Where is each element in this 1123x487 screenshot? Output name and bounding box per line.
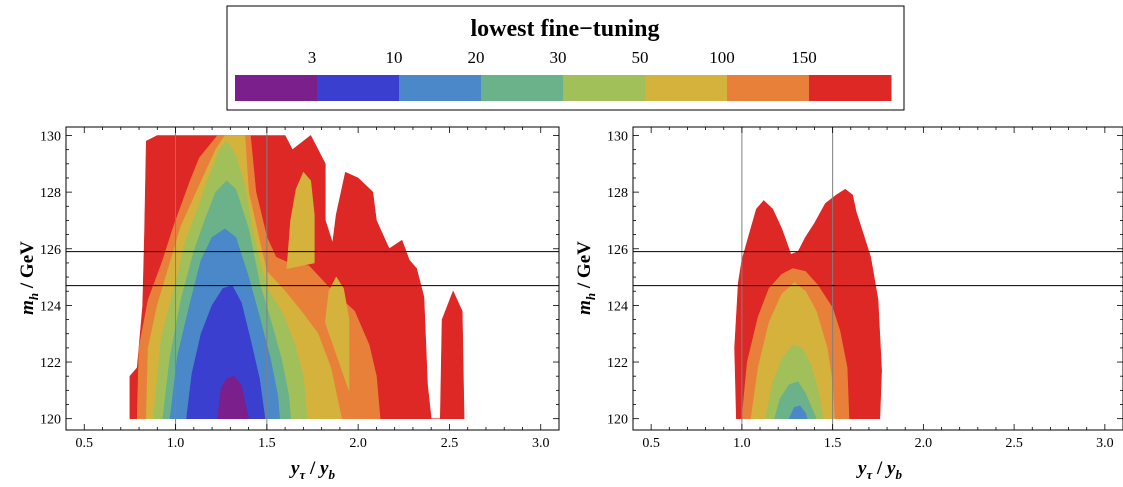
plot-regions-left [129, 135, 465, 420]
finetuning-region-level-0 [217, 375, 249, 420]
legend-swatches [235, 75, 892, 101]
y-tick-label: 124 [607, 299, 628, 314]
x-tick-label: 2.5 [1005, 436, 1023, 451]
legend-swatch-7 [809, 75, 892, 101]
x-tick-label: 3.0 [532, 436, 550, 451]
legend: lowest fine−tuning 3 10 20 30 50 100 150 [226, 5, 905, 111]
legend-threshold-label: 10 [386, 48, 403, 67]
y-tick-label: 128 [607, 186, 628, 201]
ticks-left: 0.5 1.0 1.5 2.0 2.5 3.0 120 122 124 126 128 130 [40, 127, 560, 451]
y-tick-label: 126 [40, 243, 61, 258]
x-tick-label: 1.5 [258, 436, 276, 451]
legend-swatch-3 [481, 75, 564, 101]
x-tick-label: 1.0 [733, 436, 751, 451]
y-tick-label: 130 [607, 129, 628, 144]
legend-swatch-2 [399, 75, 482, 101]
x-tick-label: 2.0 [915, 436, 933, 451]
y-tick-label: 124 [40, 299, 61, 314]
y-tick-label: 120 [40, 413, 61, 428]
legend-labels: 3 10 20 30 50 100 150 [308, 48, 817, 67]
reference-lines-left [66, 127, 559, 430]
legend-swatch-6 [727, 75, 810, 101]
y-tick-label: 120 [607, 413, 628, 428]
x-tick-label: 0.5 [76, 436, 94, 451]
x-tick-label: 2.0 [349, 436, 367, 451]
panel-right: 0.5 1.0 1.5 2.0 2.5 3.0 120 122 124 126 128 130 mh … [574, 126, 1123, 482]
plot-regions-right [734, 189, 882, 420]
y-tick-label: 122 [40, 356, 61, 371]
legend-swatch-4 [563, 75, 646, 101]
legend-threshold-label: 3 [308, 48, 317, 67]
legend-threshold-label: 100 [709, 48, 735, 67]
x-axis-label-right: yτ / yb [856, 458, 902, 482]
legend-threshold-label: 50 [632, 48, 649, 67]
y-axis-label-right: mh / GeV [574, 241, 598, 315]
y-tick-label: 128 [40, 186, 61, 201]
legend-threshold-label: 150 [791, 48, 817, 67]
x-tick-label: 1.0 [167, 436, 185, 451]
y-axis-label-left: mh / GeV [17, 241, 41, 315]
finetuning-region-level-5 [286, 172, 315, 269]
panel-left: 0.5 1.0 1.5 2.0 2.5 3.0 120 122 124 126 128 130 mh … [17, 126, 560, 482]
finetuning-region-level-5 [324, 276, 350, 391]
legend-swatch-1 [317, 75, 400, 101]
finetuning-region-level-3 [774, 381, 817, 420]
x-tick-label: 3.0 [1096, 436, 1114, 451]
x-tick-label: 1.5 [824, 436, 842, 451]
y-tick-label: 130 [40, 129, 61, 144]
plot-frame-left [65, 126, 560, 431]
legend-swatch-5 [645, 75, 728, 101]
finetuning-region-level-2 [788, 405, 808, 420]
y-tick-label: 126 [607, 243, 628, 258]
x-axis-label-left: yτ / yb [289, 458, 335, 482]
legend-threshold-label: 20 [468, 48, 485, 67]
reference-lines-right [633, 127, 1123, 430]
y-tick-label: 122 [607, 356, 628, 371]
ticks-right: 0.5 1.0 1.5 2.0 2.5 3.0 120 122 124 126 128 130 [607, 127, 1123, 451]
plot-frame-right [632, 126, 1123, 431]
legend-threshold-label: 30 [550, 48, 567, 67]
legend-swatch-0 [235, 75, 318, 101]
x-tick-label: 0.5 [642, 436, 660, 451]
x-tick-label: 2.5 [441, 436, 459, 451]
legend-title: lowest fine−tuning [470, 16, 659, 42]
